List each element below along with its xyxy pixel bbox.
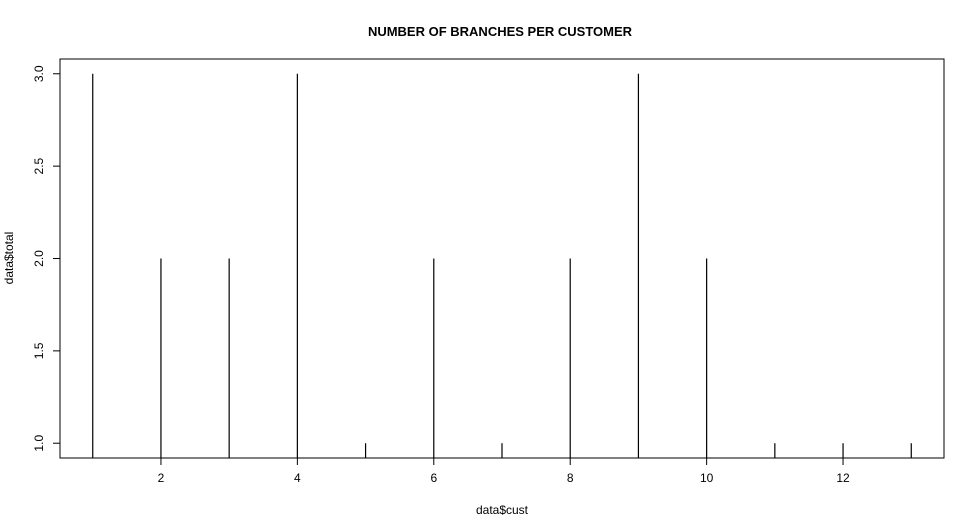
x-tick-label: 10 xyxy=(700,471,714,485)
y-axis-label: data$total xyxy=(2,232,16,285)
x-tick-label: 4 xyxy=(294,471,301,485)
y-tick-label: 2.0 xyxy=(32,250,46,267)
y-tick-label: 1.5 xyxy=(32,342,46,359)
x-tick-label: 6 xyxy=(430,471,437,485)
data-bars xyxy=(92,73,912,458)
chart-title: NUMBER OF BRANCHES PER CUSTOMER xyxy=(368,24,633,39)
x-axis-label: data$cust xyxy=(476,503,529,517)
plot-area-frame xyxy=(59,58,945,459)
x-axis: 2 4 6 8 10 12 xyxy=(158,457,850,485)
x-tick-label: 2 xyxy=(158,471,165,485)
y-tick-label: 2.5 xyxy=(32,157,46,174)
y-tick-label: 3.0 xyxy=(32,65,46,82)
x-tick-label: 12 xyxy=(836,471,850,485)
x-tick-label: 8 xyxy=(567,471,574,485)
y-axis: 1.0 1.5 2.0 2.5 3.0 xyxy=(32,65,61,452)
y-tick-label: 1.0 xyxy=(32,435,46,452)
